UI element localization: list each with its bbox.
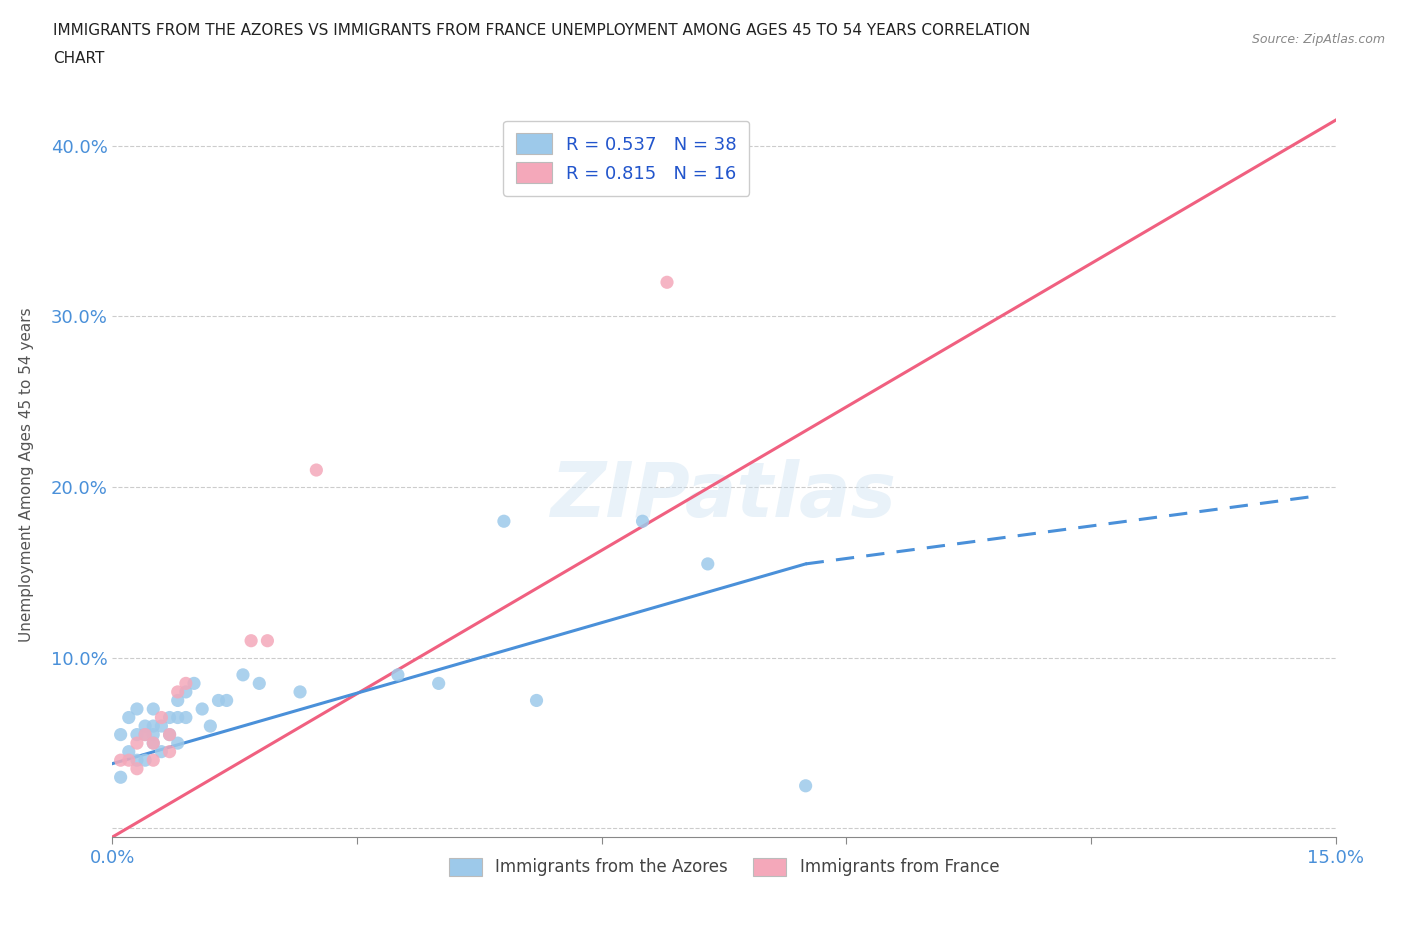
Point xyxy=(159,727,181,742)
Point xyxy=(142,736,165,751)
Point xyxy=(142,736,165,751)
Point xyxy=(794,778,817,793)
Point xyxy=(305,462,328,477)
Y-axis label: Unemployment Among Ages 45 to 54 years: Unemployment Among Ages 45 to 54 years xyxy=(20,307,34,642)
Text: IMMIGRANTS FROM THE AZORES VS IMMIGRANTS FROM FRANCE UNEMPLOYMENT AMONG AGES 45 : IMMIGRANTS FROM THE AZORES VS IMMIGRANTS… xyxy=(53,23,1031,38)
Point xyxy=(125,736,148,751)
Point xyxy=(200,719,222,734)
Point xyxy=(142,727,165,742)
Text: CHART: CHART xyxy=(53,51,105,66)
Point xyxy=(142,701,165,716)
Point xyxy=(191,701,214,716)
Point xyxy=(232,668,254,683)
Point xyxy=(240,633,263,648)
Point xyxy=(174,711,197,725)
Point xyxy=(134,719,156,734)
Point xyxy=(427,676,450,691)
Point xyxy=(159,727,181,742)
Point xyxy=(288,684,311,699)
Point xyxy=(183,676,205,691)
Point xyxy=(150,744,173,759)
Legend: Immigrants from the Azores, Immigrants from France: Immigrants from the Azores, Immigrants f… xyxy=(441,851,1007,884)
Point xyxy=(166,736,188,751)
Point xyxy=(166,684,188,699)
Point xyxy=(118,744,141,759)
Point xyxy=(166,693,188,708)
Point xyxy=(118,711,141,725)
Point xyxy=(631,513,654,528)
Point xyxy=(125,701,148,716)
Point xyxy=(247,676,270,691)
Point xyxy=(134,752,156,767)
Point xyxy=(174,676,197,691)
Point xyxy=(118,752,141,767)
Point xyxy=(142,752,165,767)
Point xyxy=(696,556,718,571)
Point xyxy=(125,762,148,777)
Point xyxy=(110,727,132,742)
Point xyxy=(166,711,188,725)
Point xyxy=(134,727,156,742)
Text: ZIPatlas: ZIPatlas xyxy=(551,459,897,533)
Point xyxy=(207,693,229,708)
Point xyxy=(387,668,409,683)
Point xyxy=(125,727,148,742)
Point xyxy=(526,693,548,708)
Text: Source: ZipAtlas.com: Source: ZipAtlas.com xyxy=(1251,33,1385,46)
Point xyxy=(125,752,148,767)
Point xyxy=(174,684,197,699)
Point xyxy=(150,711,173,725)
Point xyxy=(110,770,132,785)
Point xyxy=(215,693,238,708)
Point xyxy=(492,513,515,528)
Point xyxy=(110,752,132,767)
Point xyxy=(142,719,165,734)
Point xyxy=(655,275,678,290)
Point xyxy=(159,744,181,759)
Point xyxy=(150,719,173,734)
Point xyxy=(256,633,278,648)
Point xyxy=(159,711,181,725)
Point xyxy=(134,727,156,742)
